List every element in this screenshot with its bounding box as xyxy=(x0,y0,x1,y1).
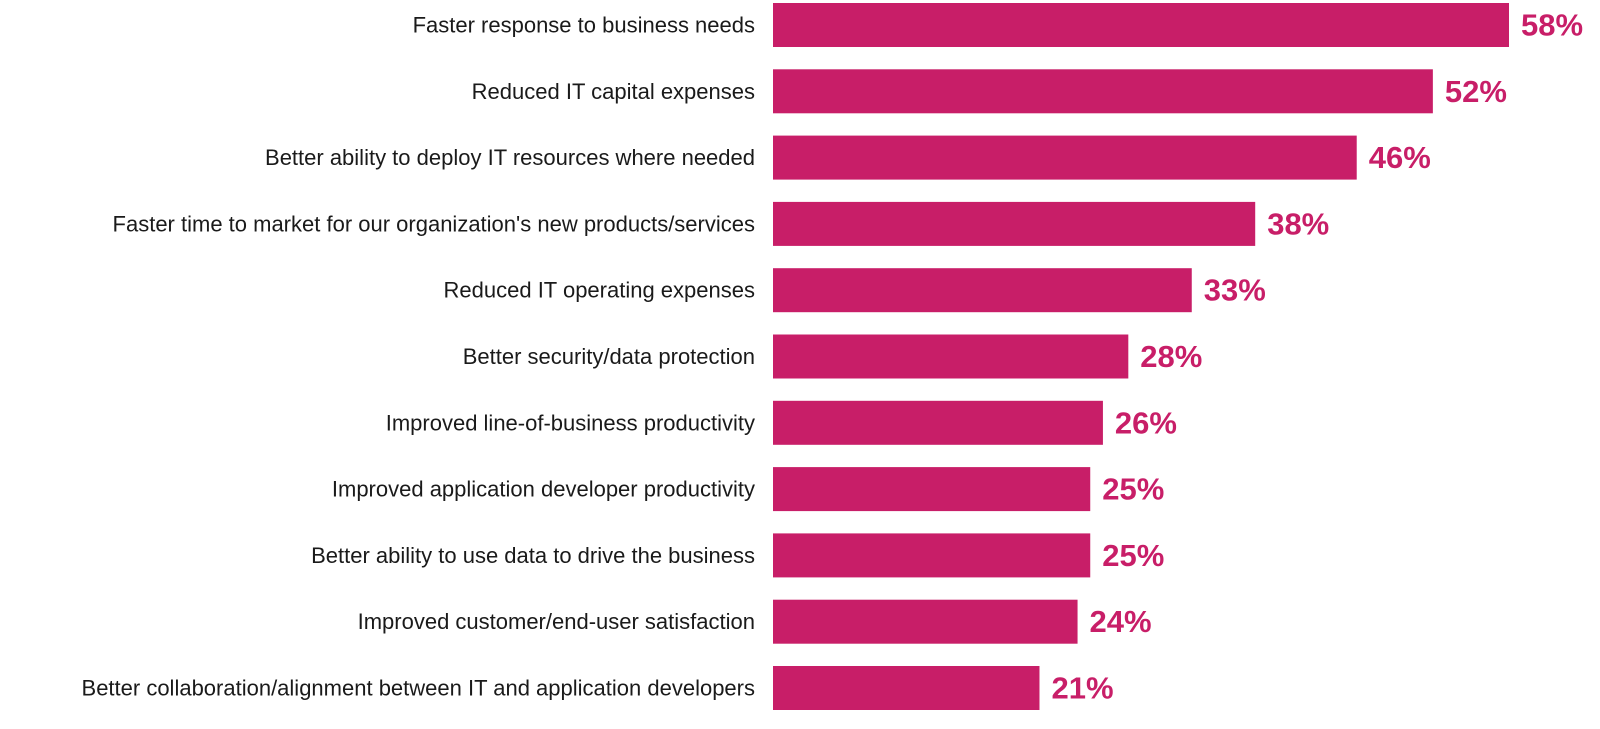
value-label: 28% xyxy=(1140,339,1202,374)
value-labels-group: 58% 52% 46% 38%33%28% 26% 25% 25% 24% 21% xyxy=(1051,8,1583,706)
value-label: 21% xyxy=(1051,671,1113,706)
category-label: Faster response to business needs xyxy=(413,13,755,38)
category-label: Better ability to deploy IT resources wh… xyxy=(265,145,755,170)
bar xyxy=(773,334,1129,379)
bars-group xyxy=(773,3,1509,710)
category-label: Reduced IT operating expenses xyxy=(444,278,755,303)
bar xyxy=(773,400,1103,445)
bar xyxy=(773,201,1256,246)
category-label: Improved line-of-business productivity xyxy=(386,410,755,435)
category-labels-group: Faster response to business needs Reduced… xyxy=(82,13,755,701)
bar xyxy=(773,3,1509,47)
bar xyxy=(773,135,1357,180)
bar xyxy=(773,666,1040,710)
category-label: Better collaboration/alignment between I… xyxy=(82,676,755,701)
bar xyxy=(773,467,1091,512)
value-label: 58% xyxy=(1521,8,1583,43)
category-label: Faster time to market for our organizati… xyxy=(113,211,755,236)
value-label: 25% xyxy=(1102,472,1164,507)
bar xyxy=(773,533,1091,578)
category-label: Better security/data protection xyxy=(463,344,755,369)
value-label: 24% xyxy=(1090,604,1152,639)
bar xyxy=(773,69,1433,114)
value-label: 25% xyxy=(1102,538,1164,573)
category-label: Reduced IT capital expenses xyxy=(472,79,755,104)
category-label: Improved customer/end-user satisfaction xyxy=(358,609,755,634)
category-label: Improved application developer productiv… xyxy=(332,477,755,502)
bar xyxy=(773,268,1192,313)
category-label: Better ability to use data to drive the … xyxy=(311,543,755,568)
value-label: 46% xyxy=(1369,140,1431,175)
value-label: 52% xyxy=(1445,74,1507,109)
value-label: 26% xyxy=(1115,405,1177,440)
value-label: 38% xyxy=(1267,206,1329,241)
bar xyxy=(773,599,1078,644)
value-label: 33% xyxy=(1204,273,1266,308)
